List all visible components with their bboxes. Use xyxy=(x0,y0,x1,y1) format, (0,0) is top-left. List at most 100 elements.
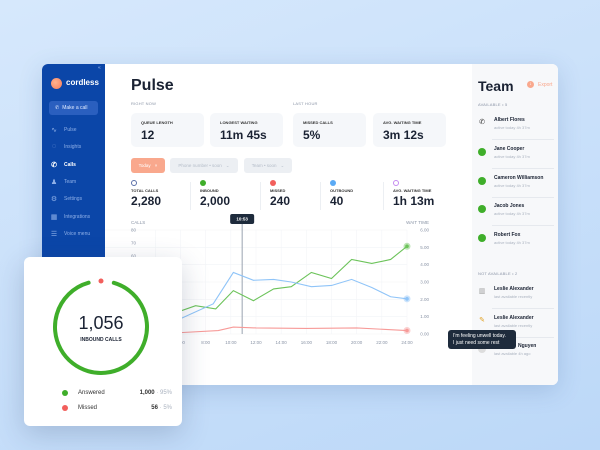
member-name: Jane Cooper xyxy=(494,145,525,152)
filter-phone[interactable]: Phone number • soon ⌄ xyxy=(170,158,238,173)
sidebar-item-label: Pulse xyxy=(64,127,77,133)
member-status: active today 4h 37m xyxy=(494,125,530,130)
make-call-button[interactable]: ✆ Make a call xyxy=(49,101,98,115)
filter-team[interactable]: Team • soon ⌄ xyxy=(244,158,292,173)
series-endpoint xyxy=(405,244,409,249)
y-tick-label: 80 xyxy=(131,228,137,233)
tooltip-line: I just need some rest xyxy=(453,339,500,346)
divider xyxy=(492,308,554,309)
member-name: Leslie Alexander xyxy=(494,286,534,292)
x-tick-label: 16:00 xyxy=(301,340,313,345)
team-title: Team xyxy=(478,78,514,94)
team-panel: Team ↓ Export AVAILABLE • 5 NOT AVAILABLE… xyxy=(472,64,558,385)
x-tick-label: 24:00 xyxy=(401,340,413,345)
metric-label: AVG. WAITING TIME xyxy=(383,120,422,125)
stat-outbound: OUTBOUND 40 xyxy=(330,180,353,208)
not-available-label: NOT AVAILABLE • 2 xyxy=(478,271,518,276)
status-dot-icon xyxy=(131,180,137,186)
sidebar-item-label: Insights xyxy=(64,143,82,150)
missed-marker xyxy=(98,278,104,284)
divider xyxy=(260,182,261,210)
pulse-icon: ∿ xyxy=(51,127,57,134)
sidebar-item-label: Team xyxy=(64,178,77,185)
brand-name: cordless xyxy=(66,78,99,87)
donut-label: INBOUND CALLS xyxy=(80,337,122,343)
voice-menu-icon: ☰ xyxy=(50,230,58,238)
stat-label: TOTAL CALLS xyxy=(131,188,159,193)
metric-value: 11m 45s xyxy=(220,128,267,142)
y2-tick-label: 1.00 xyxy=(420,314,429,319)
away-icon xyxy=(478,345,486,353)
series-endpoint xyxy=(405,328,409,333)
sidebar-item-settings[interactable]: ⚙ Settings xyxy=(50,195,82,203)
stat-value: 2,000 xyxy=(200,194,231,208)
divider xyxy=(492,167,554,169)
tooltip-line: I'm feeling unwell today. xyxy=(453,333,506,339)
legend-missed: Missed 56 · 5% xyxy=(62,405,172,411)
sidebar-item-label: Voice menu xyxy=(64,230,91,237)
sidebar-item-calls[interactable]: ✆ Calls xyxy=(50,161,76,169)
team-member[interactable]: ✎ Leslie Alexander last available recently xyxy=(478,315,534,328)
y-axis-title: CALLS xyxy=(131,220,145,225)
y2-tick-label: 6.00 xyxy=(420,228,429,233)
y2-tick-label: 0.00 xyxy=(420,332,429,337)
chevron-down-icon: ⌄ xyxy=(225,162,230,168)
online-status-icon xyxy=(478,205,486,214)
x-tick-label: 12:00 xyxy=(250,340,262,345)
metric-card: LONGEST WAITING 11m 45s xyxy=(210,113,283,147)
collapse-icon[interactable]: « xyxy=(98,65,101,71)
phone-icon: ✆ xyxy=(55,105,60,111)
sidebar-item-voice-menu[interactable]: ☰ Voice menu xyxy=(50,230,90,238)
team-member[interactable]: ▥ Leslie Alexander last available recently xyxy=(478,286,534,299)
stat-total-calls: TOTAL CALLS 2,280 xyxy=(131,180,161,208)
filter-team-label: Team • soon xyxy=(251,163,277,168)
cursor-time-label: 10:53 xyxy=(236,217,248,222)
x-tick-label: 22:00 xyxy=(376,340,388,345)
metric-value: 12 xyxy=(141,128,155,142)
sidebar-item-team[interactable]: ♟ Team xyxy=(50,178,76,186)
calls-icon: ✆ xyxy=(51,161,57,169)
page-title: Pulse xyxy=(131,77,174,94)
pencil-icon: ✎ xyxy=(479,316,485,324)
x-tick-label: 14:00 xyxy=(276,340,288,345)
status-dot-icon xyxy=(393,180,399,186)
stat-label: INBOUND xyxy=(200,188,219,193)
team-member[interactable]: Robert Fox active today 4h 37m xyxy=(478,232,530,245)
member-name: Nguyen xyxy=(518,343,537,349)
stat-value: 240 xyxy=(270,194,291,208)
team-member[interactable]: Jacob Jones active today 4h 37m xyxy=(478,203,530,216)
export-icon: ↓ xyxy=(527,81,534,88)
donut-chart xyxy=(53,278,149,375)
sidebar-item-pulse[interactable]: ∿ Pulse xyxy=(50,126,77,134)
legend-answered: Answered 1,000 · 95% xyxy=(62,390,172,396)
y2-tick-label: 5.00 xyxy=(420,245,429,250)
close-icon[interactable]: × xyxy=(154,163,158,168)
export-button[interactable]: ↓ Export xyxy=(527,81,552,88)
legend-label: Missed xyxy=(78,405,98,411)
sidebar-item-integrations[interactable]: ▦ Integrations xyxy=(50,213,90,221)
divider xyxy=(492,336,554,338)
sidebar-item-label: Integrations xyxy=(64,213,91,220)
sidebar-item-label: Calls xyxy=(64,161,76,168)
team-member[interactable]: Jane Cooper active today 4h 37m xyxy=(478,146,530,159)
y2-tick-label: 3.00 xyxy=(420,280,429,285)
make-call-label: Make a call xyxy=(62,105,88,111)
stat-inbound: INBOUND 2,000 xyxy=(200,180,230,208)
y2-tick-label: 4.00 xyxy=(420,262,429,267)
team-member[interactable]: Cameron Williamson active today 4h 37m xyxy=(478,175,543,188)
member-name: Cameron Williamson xyxy=(494,174,544,181)
logo-icon xyxy=(51,78,62,89)
divider xyxy=(320,182,321,210)
team-member[interactable]: ✆ Albert Flores active today 4h 37m xyxy=(478,117,530,130)
member-status: active today 4h 37m xyxy=(494,153,530,159)
team-member[interactable]: Nguyen last available 4h ago xyxy=(478,343,536,356)
divider xyxy=(190,182,191,210)
member-status: last available recently xyxy=(494,294,533,299)
metric-label: LONGEST WAITING xyxy=(220,120,258,125)
y2-axis-title: WAIT TIME xyxy=(406,220,429,225)
sidebar-item-insights[interactable]: ◌ Insights xyxy=(50,143,81,150)
filter-today[interactable]: Today × xyxy=(131,158,165,173)
legend-dot-icon xyxy=(62,390,68,396)
member-status: active today 4h 37m xyxy=(494,211,530,217)
status-dot-icon xyxy=(330,180,336,186)
